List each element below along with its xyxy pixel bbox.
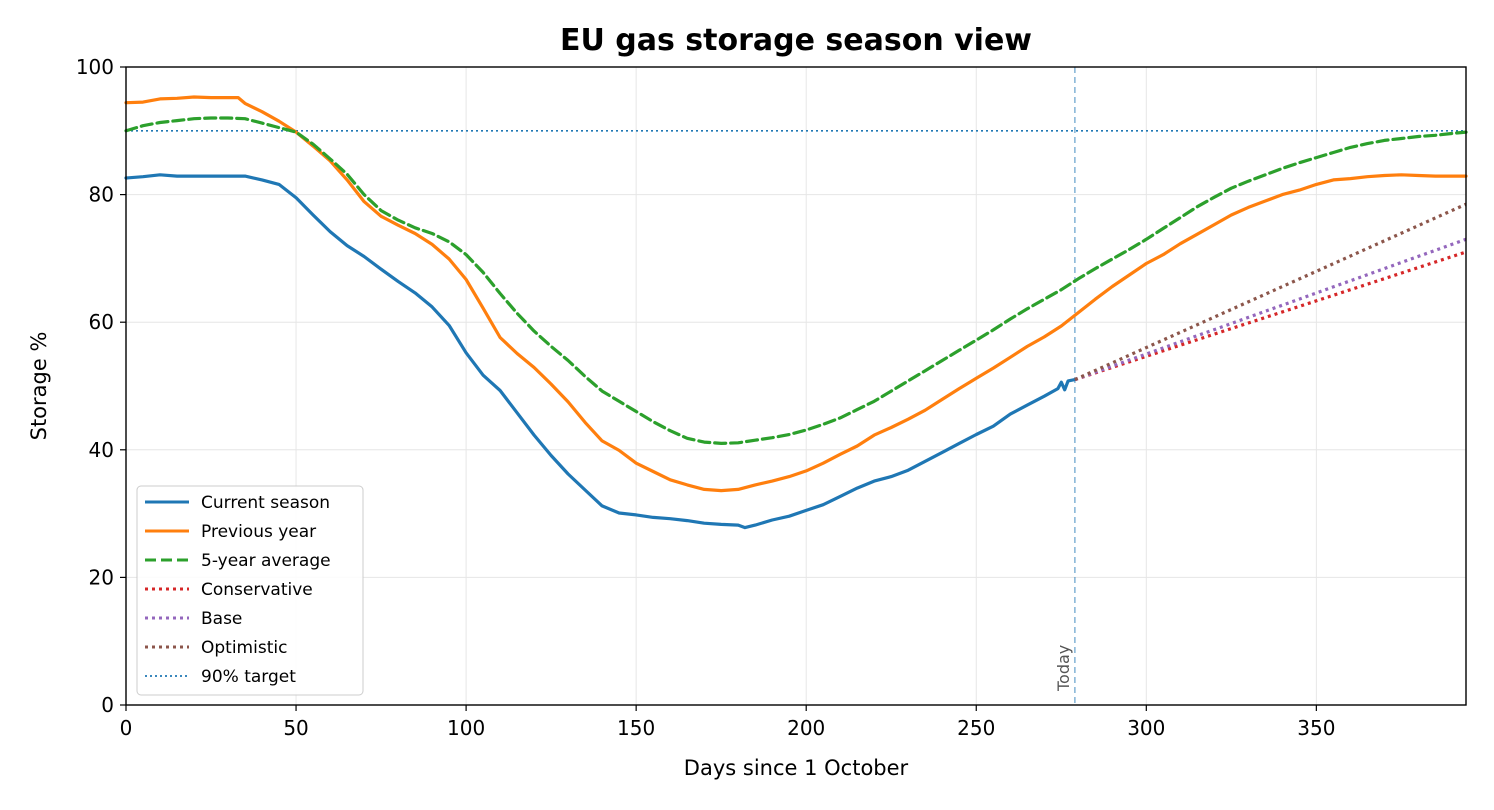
x-tick-label: 350 xyxy=(1297,716,1335,740)
plot-frame xyxy=(125,66,1467,706)
series-line-optimistic xyxy=(1074,202,1467,382)
legend: Current season Previous year 5-year averag… xyxy=(136,485,364,696)
x-tick-label: 300 xyxy=(1127,716,1165,740)
series-line-conservative xyxy=(1074,250,1467,382)
y-tick-label: 40 xyxy=(89,438,114,462)
x-tick-label: 100 xyxy=(447,716,485,740)
x-tick-label: 200 xyxy=(787,716,825,740)
series-line-base xyxy=(1074,237,1467,382)
today-marker: Today xyxy=(1054,67,1076,705)
today-label: Today xyxy=(1054,645,1073,692)
legend-label: 5-year average xyxy=(201,551,331,571)
y-tick-label: 80 xyxy=(89,183,114,207)
y-tick-label: 0 xyxy=(101,693,114,717)
x-tick-label: 250 xyxy=(957,716,995,740)
series-line-previous-year xyxy=(124,95,1468,493)
legend-label: Conservative xyxy=(201,580,313,600)
legend-box xyxy=(136,485,364,696)
y-tick-label: 60 xyxy=(89,310,114,334)
axis-ticks: 0 50 100 150 200 250 300 350 0 20 40 60 80 100 xyxy=(76,55,1336,740)
x-tick-label: 150 xyxy=(617,716,655,740)
legend-label: 90% target xyxy=(201,667,296,687)
y-tick-label: 100 xyxy=(76,55,114,79)
series-group xyxy=(124,95,1468,530)
chart-title: EU gas storage season view xyxy=(560,23,1032,58)
legend-label: Current season xyxy=(201,493,330,513)
x-tick-label: 0 xyxy=(120,716,133,740)
x-tick-label: 50 xyxy=(283,716,308,740)
legend-label: Optimistic xyxy=(201,638,287,658)
series-line-5-year-average xyxy=(124,116,1468,445)
x-axis-label: Days since 1 October xyxy=(684,756,909,780)
y-tick-label: 20 xyxy=(89,565,114,589)
series-line-current-season xyxy=(124,173,1077,530)
y-axis-label: Storage % xyxy=(27,332,51,441)
legend-label: Previous year xyxy=(201,522,316,542)
legend-label: Base xyxy=(201,609,242,629)
